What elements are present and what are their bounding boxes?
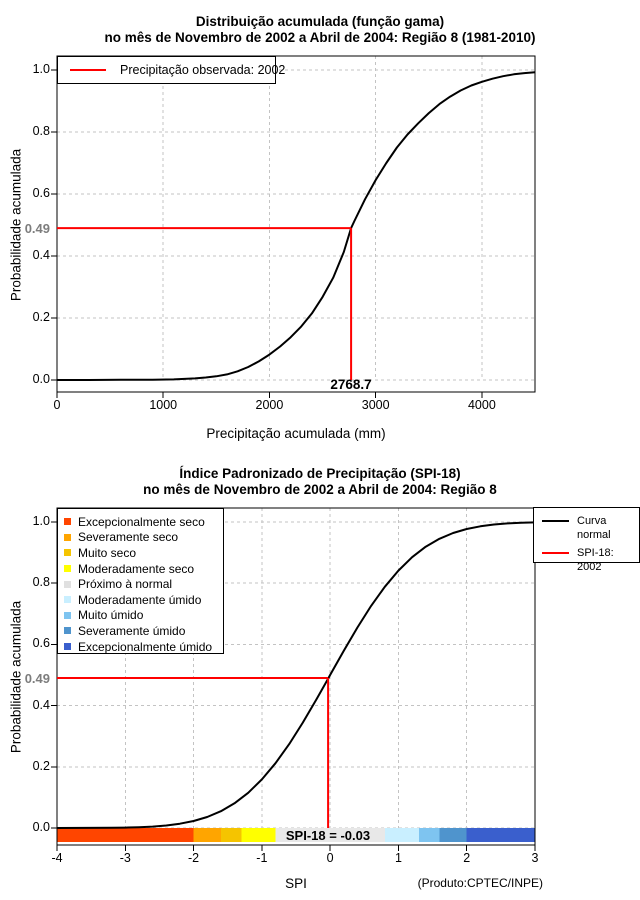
gamma-highlight-tick-049: 0.49	[24, 221, 50, 236]
gamma-chart-title-line2: no mês de Novembro de 2002 a Abril de 20…	[104, 30, 536, 45]
spi-colorbar-segment	[418, 828, 440, 842]
gamma-marker-value-label: 2768.7	[330, 377, 372, 392]
spi-highlight-tick-049: 0.49	[24, 671, 50, 686]
spi-colorbar-segment	[466, 828, 535, 842]
spi-colorbar-segment	[241, 828, 276, 842]
gamma-cdf-curve	[57, 71, 536, 381]
category-legend-item: Excepcionalmente seco	[64, 514, 223, 530]
observed-precip-line-sample	[70, 69, 106, 71]
gamma-chart-title-line1: Distribuição acumulada (função gama)	[195, 14, 445, 29]
spi-line-legend: Curva normal SPI-18: 2002	[533, 507, 640, 573]
spi-colorbar-segment	[220, 828, 242, 842]
category-legend-label: Severamente seco	[78, 530, 179, 545]
normal-curve-legend-label: Curva normal	[577, 515, 611, 541]
category-legend-item: Muito úmido	[64, 608, 223, 624]
spi-colorbar-segment	[275, 828, 385, 842]
category-legend-label: Moderadamente seco	[78, 561, 195, 576]
spi-colorbar-segment	[193, 828, 221, 842]
plot-box	[56, 55, 536, 393]
spi18-2002-legend-label: SPI-18: 2002	[577, 547, 614, 573]
category-legend-item: Moderadamente seco	[64, 561, 223, 577]
category-color-swatch-icon	[64, 580, 71, 588]
category-legend-item: Próximo à normal	[64, 576, 223, 592]
spi18-2002-line-sample	[542, 552, 569, 554]
category-legend-item: Excepcionalmente úmido	[64, 639, 223, 655]
category-legend-label: Muito úmido	[78, 608, 144, 623]
category-color-swatch-icon	[64, 611, 71, 619]
category-color-swatch-icon	[64, 596, 71, 604]
category-color-swatch-icon	[64, 518, 71, 526]
category-legend-label: Próximo à normal	[78, 577, 173, 592]
spi-colorbar-segment	[57, 828, 194, 842]
gamma-x-axis-label: Precipitação acumulada (mm)	[206, 426, 386, 441]
spi-category-legend: Excepcionalmente seco Severamente seco Mui…	[57, 508, 224, 654]
category-legend-label: Muito seco	[78, 545, 137, 560]
category-color-swatch-icon	[64, 643, 71, 651]
category-legend-label: Moderadamente úmido	[78, 592, 202, 607]
spi-x-axis-label: SPI	[285, 876, 307, 891]
normal-curve-line-sample	[542, 520, 569, 522]
category-legend-item: Moderadamente úmido	[64, 592, 223, 608]
observed-precip-legend-label: Precipitação observada: 2002	[120, 63, 286, 77]
category-color-swatch-icon	[64, 549, 71, 557]
category-color-swatch-icon	[64, 533, 71, 541]
category-legend-label: Excepcionalmente seco	[78, 514, 205, 529]
category-legend-item: Severamente seco	[64, 530, 223, 546]
spi-chart-title-line1: Índice Padronizado de Precipitação (SPI-…	[179, 466, 461, 481]
spi-colorbar-segment	[384, 828, 419, 842]
category-legend-item: Severamente úmido	[64, 623, 223, 639]
normal-cdf-curve	[56, 521, 536, 829]
spi-colorbar-segment	[439, 828, 467, 842]
category-color-swatch-icon	[64, 565, 71, 573]
category-legend-label: Severamente úmido	[78, 623, 186, 638]
plot-box	[56, 507, 536, 846]
category-legend-label: Excepcionalmente úmido	[78, 639, 213, 654]
spi-marker-value-label: SPI-18 = -0.03	[285, 828, 371, 843]
product-credit: (Produto:CPTEC/INPE)	[417, 876, 543, 890]
gamma-legend: Precipitação observada: 2002	[57, 56, 285, 84]
spi-chart-title-line2: no mês de Novembro de 2002 a Abril de 20…	[143, 482, 497, 497]
category-color-swatch-icon	[64, 627, 71, 635]
category-legend-item: Muito seco	[64, 545, 223, 561]
